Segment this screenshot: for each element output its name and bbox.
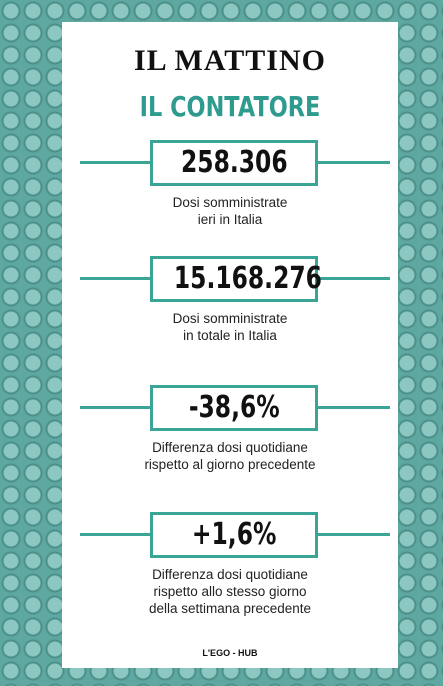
connector-line — [316, 406, 390, 409]
connector-line — [316, 161, 390, 164]
value-box: 258.306 — [150, 140, 318, 186]
value-text: 15.168.276 — [174, 259, 322, 299]
connector-line — [80, 406, 152, 409]
description: Dosi somministrate — [62, 310, 398, 327]
value-box: -38,6% — [150, 385, 318, 431]
description: della settimana precedente — [62, 600, 398, 617]
connector-line — [80, 277, 152, 280]
description: Differenza dosi quotidiane — [62, 439, 398, 456]
footer: L'EGO - HUB — [62, 648, 398, 658]
connector-line — [80, 161, 152, 164]
connector-line — [80, 533, 152, 536]
connector-line — [316, 277, 390, 280]
value-box: +1,6% — [150, 512, 318, 558]
description: rispetto al giorno precedente — [62, 456, 398, 473]
connector-line — [316, 533, 390, 536]
logo: IL MATTINO — [62, 44, 398, 78]
value-box: 15.168.276 — [150, 256, 318, 302]
title: IL CONTATORE — [96, 90, 365, 123]
description: Differenza dosi quotidiane — [62, 566, 398, 583]
description: Dosi somministrate — [62, 194, 398, 211]
description: rispetto allo stesso giorno — [62, 583, 398, 600]
value-text: -38,6% — [189, 388, 280, 428]
description: ieri in Italia — [62, 211, 398, 228]
page: IL MATTINO IL CONTATORE L'EGO - HUB (() … — [0, 0, 443, 686]
value-text: 258.306 — [181, 143, 288, 183]
value-text: +1,6% — [192, 515, 277, 555]
description: in totale in Italia — [62, 327, 398, 344]
